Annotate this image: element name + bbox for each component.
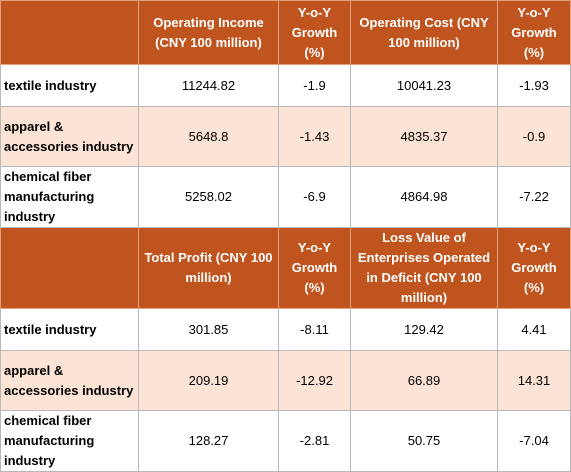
header-yoy-growth-income: Y-o-Y Growth (%): [278, 0, 351, 65]
cell-yoy-loss: 4.41: [497, 308, 571, 351]
cell-total-profit: 128.27: [138, 410, 279, 472]
header-operating-cost: Operating Cost (CNY 100 million): [350, 0, 498, 65]
cell-yoy-income: -6.9: [278, 166, 351, 228]
table-row: apparel & accessories industry 209.19 -1…: [0, 350, 571, 411]
cell-yoy-income: -1.9: [278, 64, 351, 107]
cell-yoy-profit: -8.11: [278, 308, 351, 351]
cell-operating-cost: 4864.98: [350, 166, 498, 228]
cell-yoy-loss: 14.31: [497, 350, 571, 411]
header-operating-income: Operating Income (CNY 100 million): [138, 0, 279, 65]
cell-operating-cost: 10041.23: [350, 64, 498, 107]
header-corner-1: [0, 0, 139, 65]
row-label: apparel & accessories industry: [0, 106, 139, 167]
header-total-profit: Total Profit (CNY 100 million): [138, 227, 279, 309]
header-loss-value: Loss Value of Enterprises Operated in De…: [350, 227, 498, 309]
cell-operating-income: 11244.82: [138, 64, 279, 107]
table-row: apparel & accessories industry 5648.8 -1…: [0, 106, 571, 167]
row-label: apparel & accessories industry: [0, 350, 139, 411]
table-row: chemical fiber manufacturing industry 52…: [0, 166, 571, 228]
table-row: textile industry 11244.82 -1.9 10041.23 …: [0, 64, 571, 107]
cell-yoy-loss: -7.04: [497, 410, 571, 472]
header-row-1: Operating Income (CNY 100 million) Y-o-Y…: [0, 0, 571, 65]
cell-loss-value: 50.75: [350, 410, 498, 472]
cell-loss-value: 66.89: [350, 350, 498, 411]
cell-loss-value: 129.42: [350, 308, 498, 351]
cell-yoy-profit: -2.81: [278, 410, 351, 472]
header-row-2: Total Profit (CNY 100 million) Y-o-Y Gro…: [0, 227, 571, 309]
cell-operating-cost: 4835.37: [350, 106, 498, 167]
row-label: chemical fiber manufacturing industry: [0, 166, 139, 228]
table-row: chemical fiber manufacturing industry 12…: [0, 410, 571, 472]
header-yoy-growth-cost: Y-o-Y Growth (%): [497, 0, 571, 65]
cell-operating-income: 5648.8: [138, 106, 279, 167]
header-corner-2: [0, 227, 139, 309]
cell-total-profit: 301.85: [138, 308, 279, 351]
cell-yoy-profit: -12.92: [278, 350, 351, 411]
cell-yoy-cost: -7.22: [497, 166, 571, 228]
row-label: textile industry: [0, 308, 139, 351]
cell-total-profit: 209.19: [138, 350, 279, 411]
table-row: textile industry 301.85 -8.11 129.42 4.4…: [0, 308, 571, 351]
cell-yoy-cost: -0.9: [497, 106, 571, 167]
row-label: chemical fiber manufacturing industry: [0, 410, 139, 472]
cell-yoy-cost: -1.93: [497, 64, 571, 107]
cell-yoy-income: -1.43: [278, 106, 351, 167]
cell-operating-income: 5258.02: [138, 166, 279, 228]
row-label: textile industry: [0, 64, 139, 107]
header-yoy-growth-profit: Y-o-Y Growth (%): [278, 227, 351, 309]
header-yoy-growth-loss: Y-o-Y Growth (%): [497, 227, 571, 309]
